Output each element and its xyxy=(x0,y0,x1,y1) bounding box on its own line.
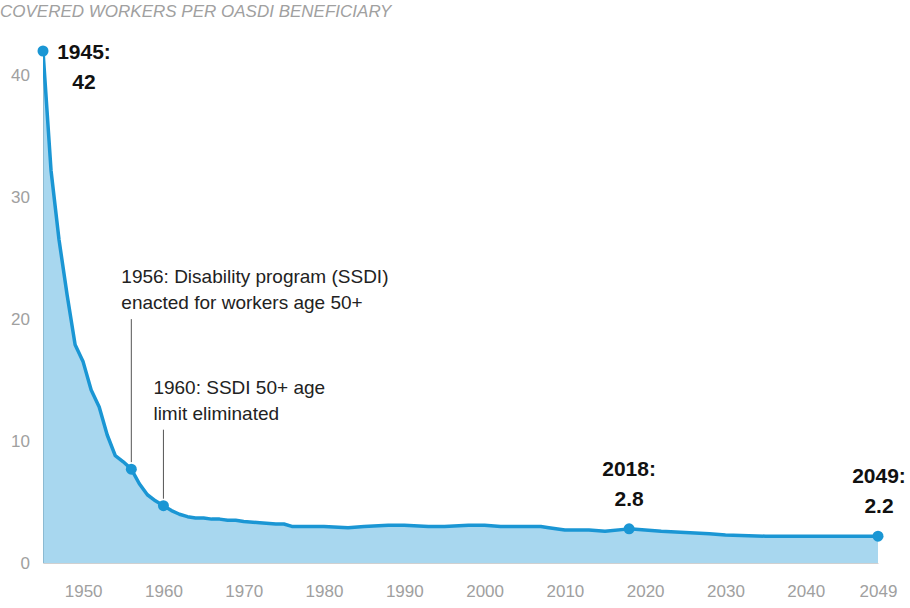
x-tick: 2010 xyxy=(546,563,584,601)
x-tick: 1960 xyxy=(145,563,183,601)
annotation-label: 1945: xyxy=(57,40,111,63)
chart: COVERED WORKERS PER OASDI BENEFICIARY 195… xyxy=(0,0,910,608)
x-tick-label: 1990 xyxy=(386,582,424,601)
y-axis: 0 10 20 30 40 xyxy=(11,52,43,573)
y-tick: 30 xyxy=(11,188,43,207)
chart-title: COVERED WORKERS PER OASDI BENEFICIARY xyxy=(0,2,393,21)
x-tick: 2040 xyxy=(787,563,825,601)
y-tick: 10 xyxy=(11,432,43,451)
x-tick-label: 2020 xyxy=(627,582,665,601)
x-tick-label: 1950 xyxy=(65,582,103,601)
annotation-point xyxy=(38,46,49,57)
y-tick: 20 xyxy=(11,310,43,329)
annotation-point xyxy=(624,523,635,534)
x-tick: 2030 xyxy=(707,563,745,601)
y-tick: 0 xyxy=(21,554,43,573)
plot-area xyxy=(43,51,878,563)
annotation-label: 42 xyxy=(72,70,95,93)
line xyxy=(43,51,878,536)
area-fill xyxy=(43,51,878,563)
annotation-point xyxy=(126,464,137,475)
x-tick: 1990 xyxy=(386,563,424,601)
x-tick: 2020 xyxy=(627,563,665,601)
x-tick-label: 2010 xyxy=(546,582,584,601)
annotation-label: 2018: xyxy=(602,457,656,480)
leader-line xyxy=(163,430,164,499)
annotations: 1945: 42 1956: Disability program (SSDI) en… xyxy=(57,40,906,517)
y-tick: 40 xyxy=(11,66,43,85)
y-tick-label: 10 xyxy=(11,432,30,451)
y-tick-label: 40 xyxy=(11,66,30,85)
leader-line xyxy=(131,319,132,462)
x-tick-label: 2049 xyxy=(860,582,898,601)
annotation-point xyxy=(873,531,884,542)
x-tick-label: 1970 xyxy=(225,582,263,601)
annotation-label: 2.2 xyxy=(864,494,893,517)
annotation-text: 1956: Disability program (SSDI) xyxy=(121,266,388,287)
y-tick-label: 0 xyxy=(21,554,30,573)
x-tick: 1950 xyxy=(65,563,103,601)
x-tick-label: 2030 xyxy=(707,582,745,601)
annotation-label: 2049: xyxy=(852,464,906,487)
x-tick: 2049 xyxy=(860,563,898,601)
x-axis-line xyxy=(44,563,879,564)
x-tick-label: 2000 xyxy=(466,582,504,601)
x-axis: 1950 1960 1970 1980 1990 2000 2010 2020 2030 2040… xyxy=(44,563,898,601)
y-tick-label: 20 xyxy=(11,310,30,329)
x-tick-label: 2040 xyxy=(787,582,825,601)
annotation-text: 1960: SSDI 50+ age xyxy=(153,377,325,398)
annotation-point xyxy=(158,500,169,511)
annotation-text: enacted for workers age 50+ xyxy=(121,292,362,313)
markers xyxy=(38,46,884,542)
x-tick: 1980 xyxy=(306,563,344,601)
x-tick-label: 1960 xyxy=(145,582,183,601)
x-tick-label: 1980 xyxy=(306,582,344,601)
x-tick: 1970 xyxy=(225,563,263,601)
annotation-text: limit eliminated xyxy=(153,403,279,424)
annotation-label: 2.8 xyxy=(615,487,645,510)
y-tick-label: 30 xyxy=(11,188,30,207)
x-tick: 2000 xyxy=(466,563,504,601)
